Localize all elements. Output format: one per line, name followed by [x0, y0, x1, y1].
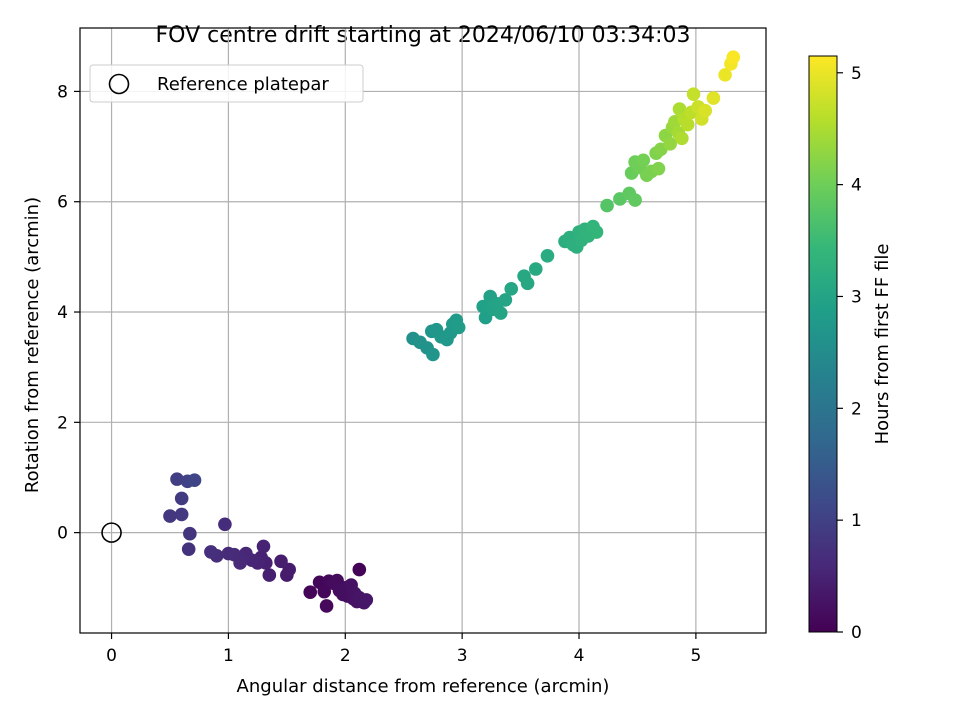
data-point	[282, 562, 296, 577]
plot-frame	[79, 27, 767, 634]
legend-box	[89, 64, 364, 103]
data-point	[163, 509, 177, 523]
x-tick-label: 1	[223, 646, 234, 666]
data-point	[698, 103, 713, 118]
data-point	[303, 585, 318, 599]
data-point	[589, 225, 604, 239]
data-point	[680, 117, 695, 132]
data-point	[183, 526, 197, 541]
data-point	[520, 276, 535, 291]
data-point	[319, 599, 334, 613]
x-axis-label: Angular distance from reference (arcmin)	[237, 676, 610, 697]
data-point	[218, 517, 232, 532]
y-axis-label: Rotation from reference (arcmin)	[22, 197, 43, 493]
data-point	[686, 87, 701, 101]
x-tick-label: 4	[574, 646, 585, 666]
data-point	[187, 473, 202, 488]
y-tick-label: 8	[57, 82, 68, 102]
data-point	[498, 293, 513, 307]
colorbar-tick-label: 0	[851, 623, 862, 643]
data-point	[256, 539, 271, 554]
data-points	[163, 50, 741, 613]
y-tick-label: 4	[57, 303, 68, 323]
data-point	[170, 472, 184, 486]
data-point	[726, 50, 741, 65]
data-point	[504, 282, 519, 296]
axes: 0 1 2 3 4 5 0 2 4 6 8	[57, 82, 701, 666]
data-point	[274, 554, 288, 569]
grid	[80, 28, 766, 633]
y-tick-label: 0	[57, 524, 68, 544]
data-point	[718, 68, 732, 82]
colorbar-tick-label: 3	[851, 287, 862, 307]
data-point	[352, 562, 367, 577]
data-point	[451, 320, 466, 335]
data-point	[174, 507, 189, 522]
x-tick-label: 2	[340, 646, 351, 666]
x-tick-label: 0	[106, 646, 117, 666]
data-point	[221, 546, 236, 561]
legend-label: Reference platepar	[157, 74, 329, 95]
data-point	[675, 131, 689, 146]
y-tick-label: 6	[57, 193, 68, 213]
data-point	[540, 248, 555, 263]
colorbar: 0 1 2 3 4 5 Hours from first FF file	[808, 55, 893, 643]
colorbar-tick-label: 5	[851, 64, 862, 84]
data-point	[317, 584, 332, 599]
colorbar-gradient	[808, 55, 838, 633]
data-point	[651, 161, 666, 176]
data-point	[181, 542, 196, 556]
data-point	[636, 153, 651, 168]
colorbar-tick-label: 1	[851, 511, 862, 531]
data-point	[663, 137, 677, 151]
data-point	[204, 545, 218, 559]
data-point	[706, 91, 721, 105]
data-point	[359, 593, 374, 607]
data-point	[426, 347, 440, 362]
legend-marker-icon	[108, 73, 130, 95]
colorbar-tick-label: 4	[851, 176, 862, 196]
reference-point-marker	[101, 522, 122, 543]
colorbar-ticks: 0 1 2 3 4 5	[837, 64, 862, 643]
colorbar-tick-label: 2	[851, 399, 862, 419]
data-point	[262, 568, 277, 582]
data-point	[600, 198, 614, 213]
data-point	[493, 306, 508, 320]
data-point	[528, 262, 543, 276]
data-point	[628, 193, 642, 207]
legend: Reference platepar	[89, 64, 364, 103]
colorbar-label: Hours from first FF file	[872, 244, 893, 445]
chart-title: FOV centre drift starting at 2024/06/10 …	[156, 23, 691, 48]
data-point	[174, 491, 189, 506]
x-tick-label: 5	[690, 646, 701, 666]
x-tick-label: 3	[457, 646, 468, 666]
y-tick-label: 2	[57, 413, 68, 433]
